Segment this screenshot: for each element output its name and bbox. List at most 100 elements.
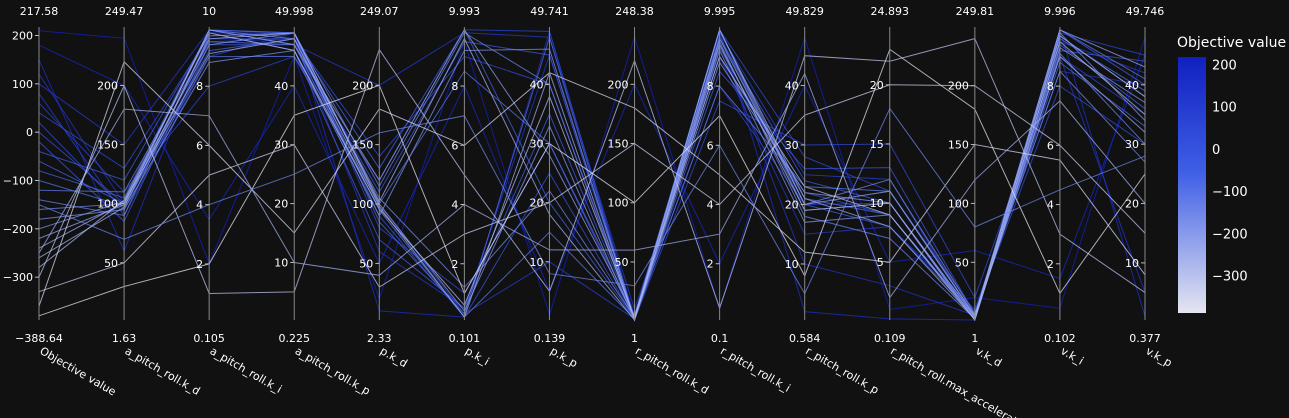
colorbar-tick-label: 200 [1212, 58, 1237, 73]
axis-tick-label: 30 [1125, 138, 1139, 151]
axis-dimension-label: v.k_p [1144, 344, 1175, 369]
axis-tick-label: 2 [451, 258, 458, 271]
axis-tick-label: 30 [274, 139, 288, 152]
axis-tick-label: 2 [707, 258, 714, 271]
axis-tick-label: 50 [615, 256, 629, 269]
axis-tick-label: 20 [274, 198, 288, 211]
axis-max-label: 248.38 [615, 5, 654, 18]
axis-max-label: 49.998 [275, 5, 314, 18]
axis-tick-label: 30 [529, 138, 543, 151]
axis-tick-label: 200 [12, 29, 33, 42]
axes: 217.58 −388.64 200 100 0 −100 −200 −300 Objectiv… [3, 5, 1174, 418]
axis-tick-label: 8 [1047, 80, 1054, 93]
colorbar-title: Objective value [1177, 35, 1286, 51]
axis-dimension-label: p.k_p [548, 344, 580, 370]
axis-max-label: 49.746 [1126, 5, 1165, 18]
axis-dimension-label: r_pitch_roll.k_i [718, 344, 792, 394]
axis-tick-label: 8 [707, 80, 714, 93]
data-line-10 [38, 41, 1146, 322]
colorbar-tick-label: −100 [1212, 185, 1248, 200]
axis-2[interactable]: 10 0.105 8 6 4 2 a_pitch_roll.k_i [193, 5, 284, 396]
data-line-24 [38, 38, 1146, 310]
axis-tick-label: 20 [785, 198, 799, 211]
axis-dimension-label: p.k_i [463, 344, 492, 368]
axis-tick-label: 4 [196, 199, 203, 212]
data-line-20 [38, 28, 1146, 318]
axis-dimension-label: v.k_i [1058, 344, 1085, 367]
axis-tick-label: 200 [352, 79, 373, 92]
data-line-17 [38, 28, 1146, 319]
axis-tick-label: 10 [870, 197, 884, 210]
axis-tick-label: 40 [274, 80, 288, 93]
data-line-28 [38, 72, 1146, 299]
axis-tick-label: 10 [785, 258, 799, 271]
axis-tick-label: 8 [196, 80, 203, 93]
axis-min-label: 0.377 [1129, 332, 1161, 345]
axis-tick-label: 150 [97, 139, 118, 152]
axis-tick-label: 150 [352, 139, 373, 152]
axis-max-label: 217.58 [20, 5, 59, 18]
axis-tick-label: 20 [1125, 198, 1139, 211]
axis-dimension-label: r_pitch_roll.k_d [633, 344, 711, 396]
axis-dimension-label: r_pitch_roll.k_p [803, 344, 881, 396]
axis-min-label: 1 [631, 332, 638, 345]
axis-min-label: 2.33 [367, 332, 392, 345]
axis-tick-label: −200 [3, 223, 33, 236]
axis-tick-label: 4 [707, 199, 714, 212]
axis-tick-label: −100 [3, 174, 33, 187]
axis-dimension-label: Objective value [38, 344, 119, 398]
axis-min-label: 1.63 [112, 332, 137, 345]
data-line-23 [38, 32, 1146, 322]
axis-tick-label: 4 [1047, 199, 1054, 212]
data-line-22 [38, 32, 1146, 322]
axis-tick-label: 6 [451, 139, 458, 152]
axis-tick-label: 30 [785, 139, 799, 152]
colorbar-tick-label: −300 [1212, 270, 1248, 285]
colorbar-gradient [1178, 57, 1206, 313]
data-line-15 [38, 29, 1146, 320]
axis-min-label: 0.584 [789, 332, 821, 345]
axis-min-label: 0.102 [1044, 332, 1076, 345]
axis-max-label: 49.829 [785, 5, 824, 18]
axis-max-label: 24.893 [871, 5, 910, 18]
axis-max-label: 9.993 [449, 5, 481, 18]
axis-min-label: 0.101 [449, 332, 481, 345]
data-line-21 [38, 28, 1146, 321]
axis-min-label: 0.139 [534, 332, 566, 345]
axis-tick-label: 6 [196, 139, 203, 152]
axis-tick-label: 50 [104, 257, 118, 270]
axis-7[interactable]: 248.38 1 200 150 100 50 r_pitch_roll.k_d [608, 5, 711, 397]
colorbar-tick-label: −200 [1212, 227, 1248, 242]
axis-tick-label: 10 [529, 256, 543, 269]
axis-tick-label: 100 [608, 197, 629, 210]
axis-tick-label: 2 [1047, 258, 1054, 271]
axis-max-label: 9.995 [704, 5, 736, 18]
axis-min-label: 0.105 [193, 332, 225, 345]
axis-tick-label: 100 [948, 197, 969, 210]
axis-12[interactable]: 9.996 0.102 8 6 4 2 v.k_i [1044, 5, 1086, 368]
data-lines [38, 28, 1146, 322]
axis-tick-label: 40 [529, 79, 543, 92]
axis-4[interactable]: 249.07 2.33 200 150 100 50 p.k_d [352, 5, 409, 370]
data-line-27 [38, 48, 1146, 317]
data-line-5 [38, 32, 1146, 320]
axis-tick-label: 2 [196, 258, 203, 271]
axis-tick-label: −300 [3, 271, 33, 284]
axis-dimension-label: a_pitch_roll.k_p [293, 344, 373, 398]
axis-min-label: 0.109 [874, 332, 906, 345]
axis-1[interactable]: 249.47 1.63 200 150 100 50 a_pitch_roll.k_d [97, 5, 202, 398]
axis-max-label: 9.996 [1044, 5, 1076, 18]
axis-max-label: 249.47 [105, 5, 144, 18]
axis-tick-label: 10 [1125, 257, 1139, 270]
axis-13[interactable]: 49.746 0.377 40 30 20 10 v.k_p [1125, 5, 1174, 370]
axis-dimension-label: a_pitch_roll.k_d [123, 344, 203, 398]
axis-min-label: 0.1 [711, 332, 729, 345]
data-line-29 [38, 107, 1146, 295]
data-line-19 [38, 32, 1146, 322]
axis-dimension-label: v.k_d [973, 344, 1004, 369]
axis-tick-label: 8 [451, 80, 458, 93]
axis-tick-label: 0 [26, 126, 33, 139]
axis-tick-label: 6 [707, 139, 714, 152]
axis-max-label: 249.81 [956, 5, 995, 18]
